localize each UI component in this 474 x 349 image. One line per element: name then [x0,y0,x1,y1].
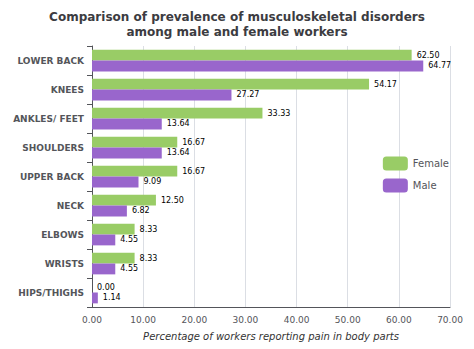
svg-text:LOWER BACK: LOWER BACK [17,56,85,66]
svg-text:8.33: 8.33 [140,225,158,234]
svg-text:10.00: 10.00 [130,315,156,325]
svg-text:70.00: 70.00 [437,315,463,325]
svg-text:ELBOWS: ELBOWS [41,230,84,240]
svg-text:60.00: 60.00 [386,315,412,325]
svg-text:16.67: 16.67 [182,167,205,176]
svg-text:33.33: 33.33 [267,109,290,118]
svg-text:WRISTS: WRISTS [45,259,84,269]
svg-text:20.00: 20.00 [181,315,207,325]
svg-text:KNEES: KNEES [51,85,84,95]
svg-text:ANKLES/ FEET: ANKLES/ FEET [13,114,85,124]
svg-text:40.00: 40.00 [284,315,310,325]
svg-text:Comparison of prevalence of mu: Comparison of prevalence of musculoskele… [49,10,425,24]
svg-text:1.14: 1.14 [103,293,121,302]
svg-text:64.77: 64.77 [428,61,451,70]
svg-text:54.17: 54.17 [374,80,397,89]
svg-text:Male: Male [413,180,437,191]
svg-text:8.33: 8.33 [140,254,158,263]
svg-text:0.00: 0.00 [82,315,102,325]
svg-text:0.00: 0.00 [97,283,115,292]
svg-text:NECK: NECK [57,201,85,211]
svg-text:13.64: 13.64 [167,148,190,157]
svg-text:among male and female workers: among male and female workers [126,25,347,39]
svg-text:27.27: 27.27 [236,90,259,99]
svg-text:50.00: 50.00 [335,315,361,325]
svg-text:4.55: 4.55 [120,235,138,244]
svg-text:SHOULDERS: SHOULDERS [22,143,84,153]
svg-text:16.67: 16.67 [182,138,205,147]
svg-text:4.55: 4.55 [120,264,138,273]
svg-text:13.64: 13.64 [167,119,190,128]
svg-text:Female: Female [413,158,449,169]
svg-text:UPPER BACK: UPPER BACK [20,172,85,182]
svg-text:9.09: 9.09 [143,177,161,186]
svg-text:6.82: 6.82 [132,206,150,215]
svg-text:12.50: 12.50 [161,196,184,205]
svg-text:30.00: 30.00 [233,315,259,325]
svg-text:HIPS/THIGHS: HIPS/THIGHS [18,288,84,298]
svg-text:Percentage of workers reportin: Percentage of workers reporting pain in … [143,331,399,342]
svg-text:62.50: 62.50 [417,51,440,60]
